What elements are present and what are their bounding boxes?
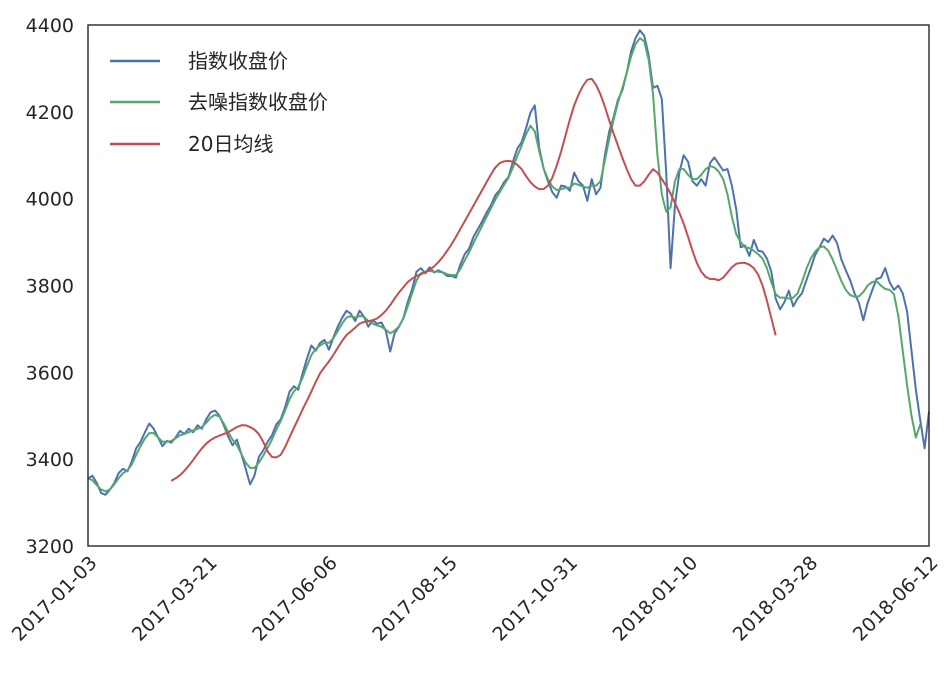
- plot-frame: [87, 24, 930, 547]
- y-tick-label: 3800: [26, 276, 74, 298]
- y-tick-label: 4000: [26, 189, 74, 211]
- y-tick-label: 3600: [26, 362, 74, 384]
- legend: 指数收盘价 去噪指数收盘价 20日均线: [96, 36, 386, 168]
- legend-label-series-2: 20日均线: [188, 132, 273, 156]
- series-line-1: [87, 37, 922, 493]
- y-axis: 3200 3400 3600 3800 4000 4200 4400: [26, 15, 74, 558]
- y-tick-label: 4200: [26, 102, 74, 124]
- y-tick-label: 4400: [26, 15, 74, 37]
- y-tick-label: 3200: [26, 536, 74, 558]
- y-tick-label: 3400: [26, 449, 74, 471]
- series-layer: [87, 29, 930, 496]
- series-line-2: [170, 77, 777, 482]
- legend-label-series-1: 去噪指数收盘价: [188, 90, 328, 114]
- legend-label-series-0: 指数收盘价: [188, 49, 288, 73]
